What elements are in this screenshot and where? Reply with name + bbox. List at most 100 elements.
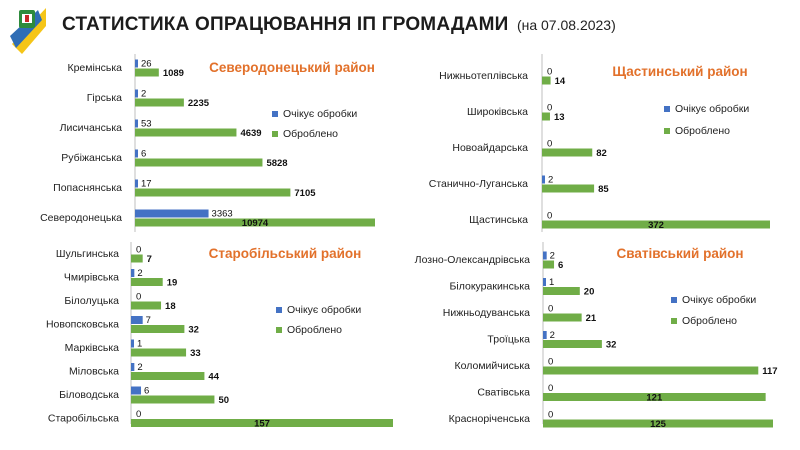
data-label-processed: 21 <box>586 313 597 324</box>
bar-processed <box>131 395 215 404</box>
bar-processed <box>135 128 237 137</box>
bar-processed <box>543 340 602 348</box>
category-label: Щастинська <box>469 214 528 226</box>
chart-svg: Сватівський район Очікує обробки Оброблено… <box>415 242 778 430</box>
data-label-processed: 7105 <box>294 188 316 199</box>
bar-processed <box>542 184 595 193</box>
data-label-processed: 85 <box>598 184 609 195</box>
data-label-pending: 0 <box>547 67 552 78</box>
page-title: СТАТИСТИКА ОПРАЦЮВАННЯ ІП ГРОМАДАМИ <box>62 14 509 35</box>
bar-processed <box>542 76 551 85</box>
bar-processed <box>543 313 582 322</box>
chart-title: Северодонецький район <box>209 60 375 75</box>
chart-severodonetsk-district: Северодонецький район Очікує обробки Оброб… <box>0 50 400 236</box>
data-label-processed: 20 <box>584 287 595 298</box>
data-label-pending: 26 <box>141 59 152 70</box>
bar-pending <box>131 316 143 324</box>
bar-pending <box>135 179 138 188</box>
bar-processed <box>131 419 393 427</box>
category-label: Новопсковська <box>46 319 119 331</box>
data-label-processed: 6 <box>558 260 563 271</box>
category-label: Красноріченська <box>449 413 531 425</box>
bar-pending <box>543 331 547 339</box>
data-label-pending: 2 <box>137 362 142 373</box>
category-label: Нижньодуванська <box>443 307 530 319</box>
category-label: Станично-Луганська <box>429 178 528 190</box>
data-label-processed: 125 <box>650 419 667 430</box>
category-label: Міловська <box>69 366 119 378</box>
data-label-pending: 17 <box>141 179 152 190</box>
data-label-processed: 33 <box>190 348 201 359</box>
data-label-pending: 0 <box>548 304 553 315</box>
category-label: Лисичанська <box>60 122 123 134</box>
data-label-pending: 0 <box>548 410 553 421</box>
category-label: Білолуцька <box>64 295 119 307</box>
data-label-processed: 372 <box>648 220 664 231</box>
luhansk-emblem-logo <box>10 8 46 54</box>
data-label-processed: 1089 <box>163 68 184 79</box>
category-label: Троїцька <box>487 334 530 346</box>
bar-pending <box>135 59 138 68</box>
bar-processed <box>543 287 580 295</box>
category-label: Широківська <box>467 106 528 118</box>
bar-pending <box>543 278 546 286</box>
legend-processed-label: Оброблено <box>287 324 342 336</box>
legend-processed-label: Оброблено <box>283 128 338 140</box>
category-label: Северодонецька <box>40 212 122 224</box>
chart-svg: Северодонецький район Очікує обробки Оброб… <box>40 54 375 232</box>
chart-title: Сватівський район <box>616 246 743 261</box>
bar-processed <box>135 158 263 167</box>
data-label-processed: 44 <box>208 372 219 383</box>
bar-processed <box>131 278 163 286</box>
legend-pending-swatch <box>671 297 677 303</box>
data-label-processed: 2235 <box>188 98 210 109</box>
bar-processed <box>543 419 773 428</box>
data-label-pending: 0 <box>136 292 141 303</box>
data-label-pending: 0 <box>548 357 553 368</box>
data-label-processed: 19 <box>167 278 178 289</box>
legend-processed-swatch <box>664 128 670 134</box>
chart-title: Щастинський район <box>612 64 747 79</box>
data-label-processed: 5828 <box>266 158 287 169</box>
bar-pending <box>543 251 547 260</box>
data-label-pending: 6 <box>141 149 146 160</box>
chart-svg: Щастинський район Очікує обробки Оброблено… <box>429 54 770 232</box>
category-label: Марківська <box>65 342 119 354</box>
bar-pending <box>131 339 134 348</box>
data-label-processed: 121 <box>646 393 663 404</box>
data-label-processed: 82 <box>596 148 607 159</box>
data-label-pending: 0 <box>547 103 552 114</box>
legend-pending-label: Очікує обробки <box>287 304 361 316</box>
legend-pending-swatch <box>664 106 670 112</box>
bar-processed <box>543 393 766 401</box>
data-label-processed: 4639 <box>240 128 261 139</box>
category-label: Лозно-Олександрівська <box>415 254 530 266</box>
category-label: Чмирівська <box>64 272 119 284</box>
bar-pending <box>131 386 142 395</box>
title-block: СТАТИСТИКА ОПРАЦЮВАННЯ ІП ГРОМАДАМИ (на … <box>62 14 616 36</box>
category-label: Шульгинська <box>56 248 119 260</box>
legend-pending-label: Очікує обробки <box>682 294 756 306</box>
data-label-pending: 1 <box>549 277 554 288</box>
category-label: Новоайдарська <box>452 142 528 154</box>
chart-svatove-district: Сватівський район Очікує обробки Оброблено… <box>400 238 800 430</box>
bar-processed <box>543 260 555 269</box>
data-label-processed: 14 <box>555 76 566 87</box>
category-label: Старобільська <box>48 413 119 425</box>
legend-pending-swatch <box>272 111 278 117</box>
bar-processed <box>131 301 162 310</box>
data-label-pending: 2 <box>141 89 146 100</box>
data-label-pending: 1 <box>137 339 142 350</box>
category-label: Нижньотеплівська <box>439 70 528 82</box>
category-label: Гірська <box>87 92 122 104</box>
bar-pending <box>135 119 138 128</box>
bar-processed <box>135 68 159 77</box>
category-label: Коломийчиська <box>455 360 531 372</box>
bar-processed <box>135 98 184 107</box>
data-label-pending: 0 <box>136 245 141 256</box>
data-label-processed: 18 <box>165 301 176 312</box>
bar-pending <box>542 175 545 184</box>
bar-processed <box>543 366 759 375</box>
bar-processed <box>131 325 185 333</box>
bar-processed <box>135 188 291 197</box>
